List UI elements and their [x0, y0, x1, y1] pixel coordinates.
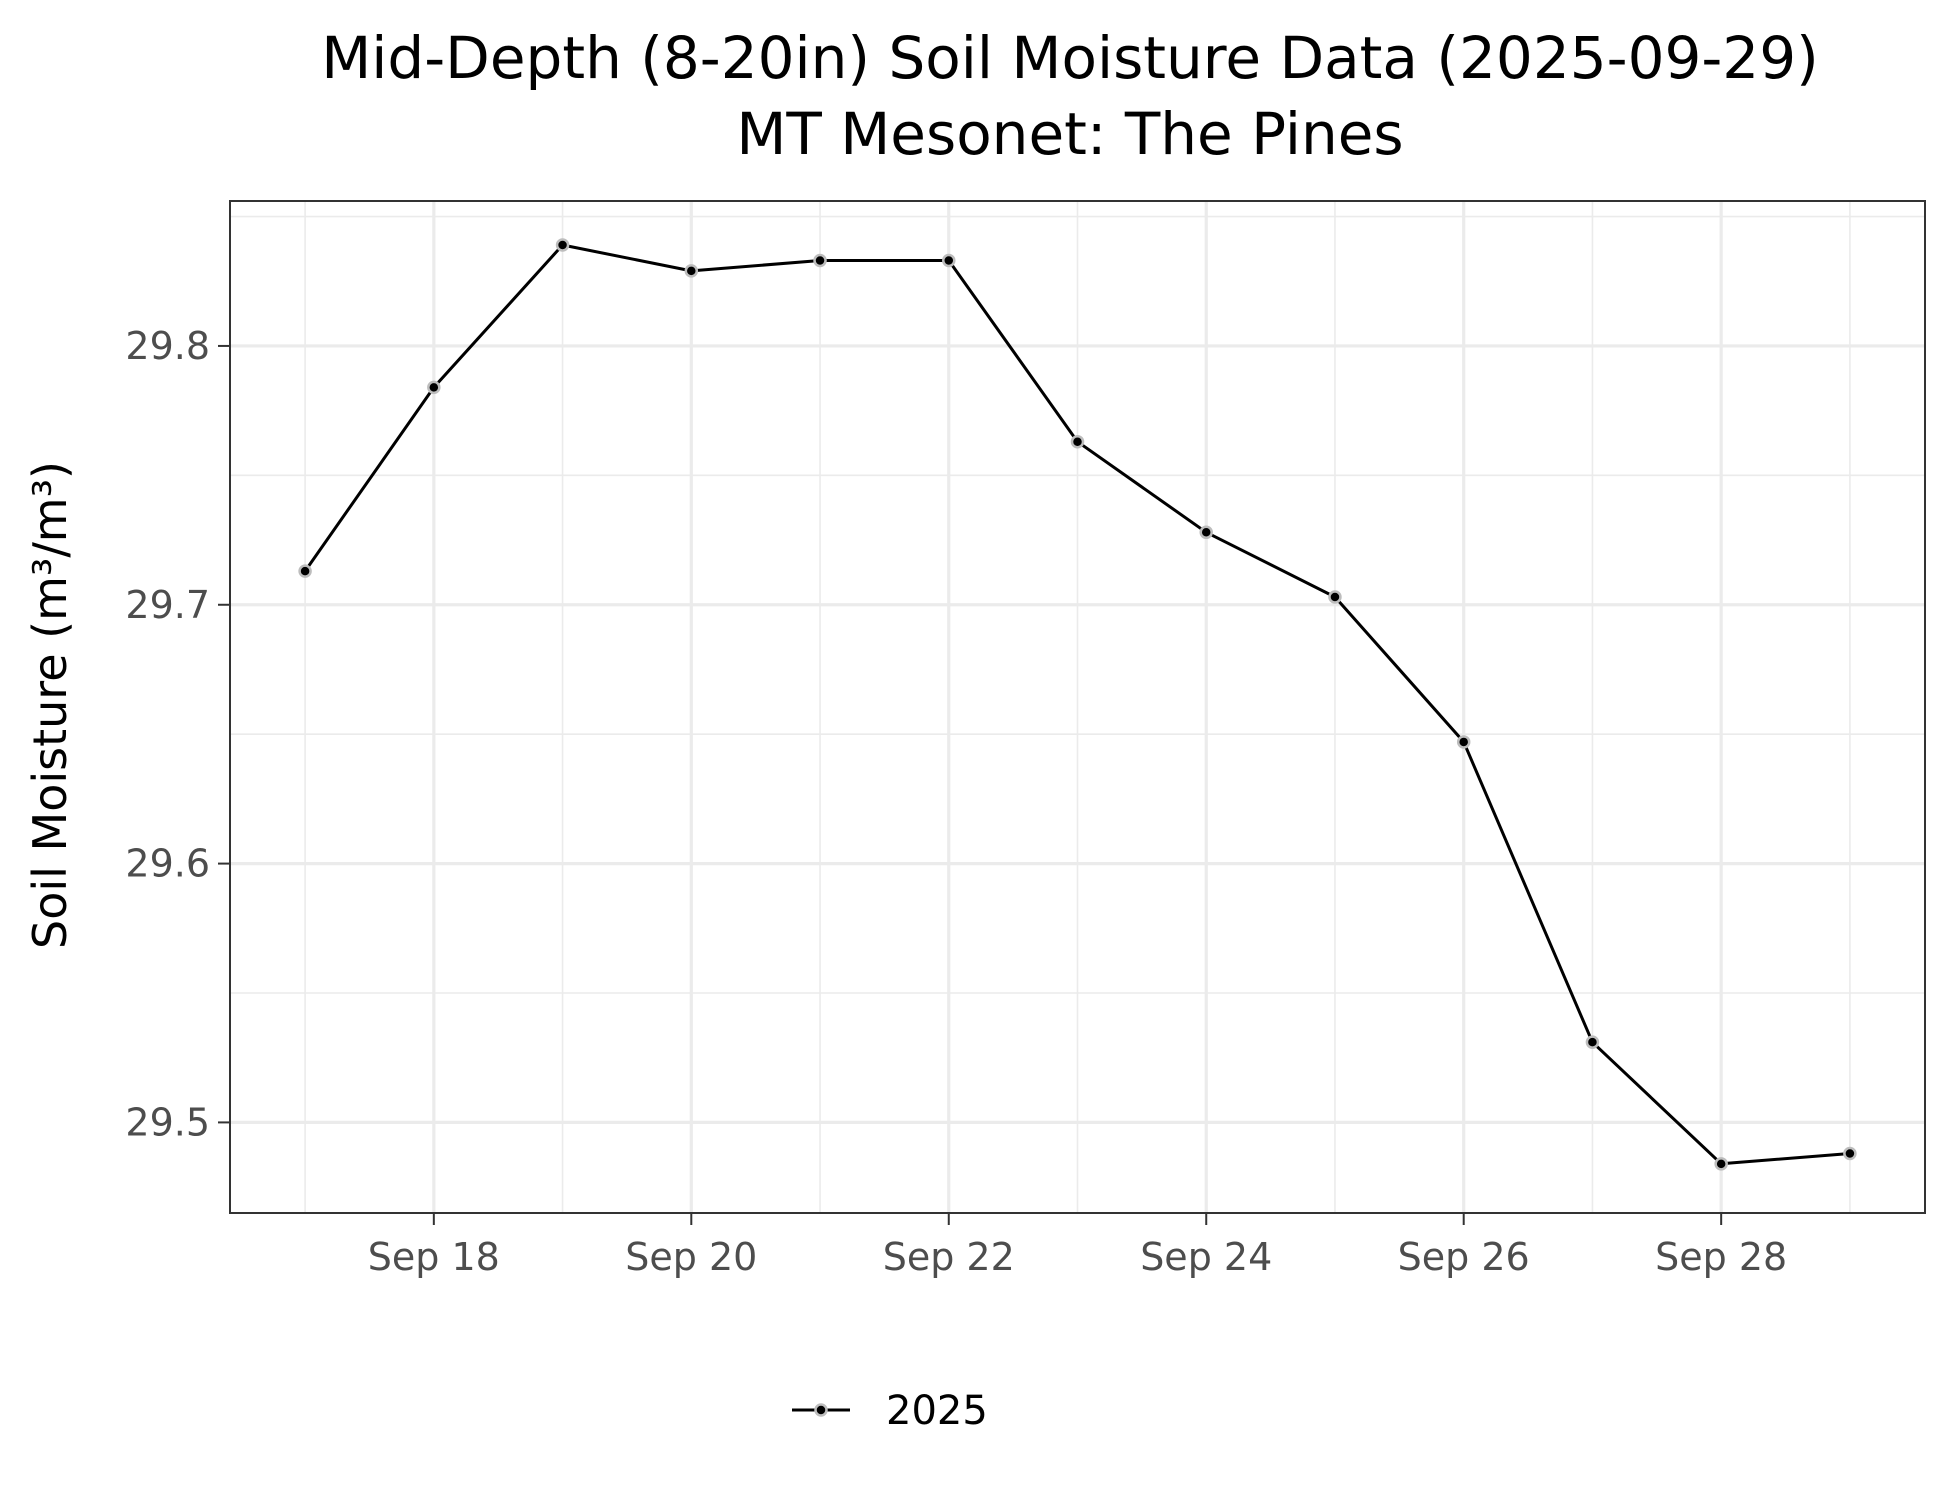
data-point-2025-8: [1328, 590, 1342, 604]
chart-title: Mid-Depth (8-20in) Soil Moisture Data (2…: [321, 24, 1818, 168]
data-point-2025-5: [942, 253, 956, 268]
y-axis-title: Soil Moisture (m³/m³): [23, 461, 77, 949]
data-point-2025-10: [1585, 1035, 1600, 1049]
data-point-2025-6: [1070, 434, 1085, 449]
legend: 2025: [792, 1388, 988, 1434]
x-tick-label-3: Sep 24: [1140, 1235, 1272, 1279]
y-axis: 29.5 29.6 29.7 29.8: [125, 324, 230, 1144]
x-tick-label-2: Sep 22: [883, 1235, 1015, 1279]
legend-label-0: 2025: [886, 1388, 988, 1434]
y-tick-label-2: 29.7: [125, 583, 210, 627]
major-gridlines: [230, 201, 1925, 1213]
x-tick-label-1: Sep 20: [625, 1235, 757, 1279]
y-tick-label-1: 29.6: [125, 842, 210, 886]
data-point-2025-0: [298, 564, 312, 578]
x-tick-label-5: Sep 28: [1655, 1235, 1787, 1279]
data-point-2025-11: [1714, 1157, 1728, 1171]
minor-gridlines: [230, 201, 1925, 1213]
y-tick-label-0: 29.5: [125, 1100, 210, 1144]
series-layer: [298, 238, 1857, 1171]
legend-key-point-0: [814, 1403, 828, 1417]
chart-title-line-2: MT Mesonet: The Pines: [736, 100, 1403, 168]
data-point-2025-4: [813, 253, 827, 268]
data-point-2025-2: [555, 238, 570, 252]
data-point-2025-9: [1456, 735, 1471, 749]
data-point-2025-12: [1843, 1146, 1857, 1161]
x-tick-label-4: Sep 26: [1398, 1235, 1530, 1279]
data-point-2025-3: [684, 264, 699, 278]
data-point-2025-1: [427, 380, 441, 395]
data-point-2025-7: [1199, 525, 1213, 540]
y-tick-label-3: 29.8: [125, 324, 210, 368]
x-axis: Sep 18 Sep 20 Sep 22 Sep 24 Sep 26 Sep 28: [368, 1213, 1787, 1279]
plot-panel-border: [229, 200, 1926, 1214]
chart-title-line-1: Mid-Depth (8-20in) Soil Moisture Data (2…: [321, 24, 1818, 92]
x-tick-label-0: Sep 18: [368, 1235, 500, 1279]
